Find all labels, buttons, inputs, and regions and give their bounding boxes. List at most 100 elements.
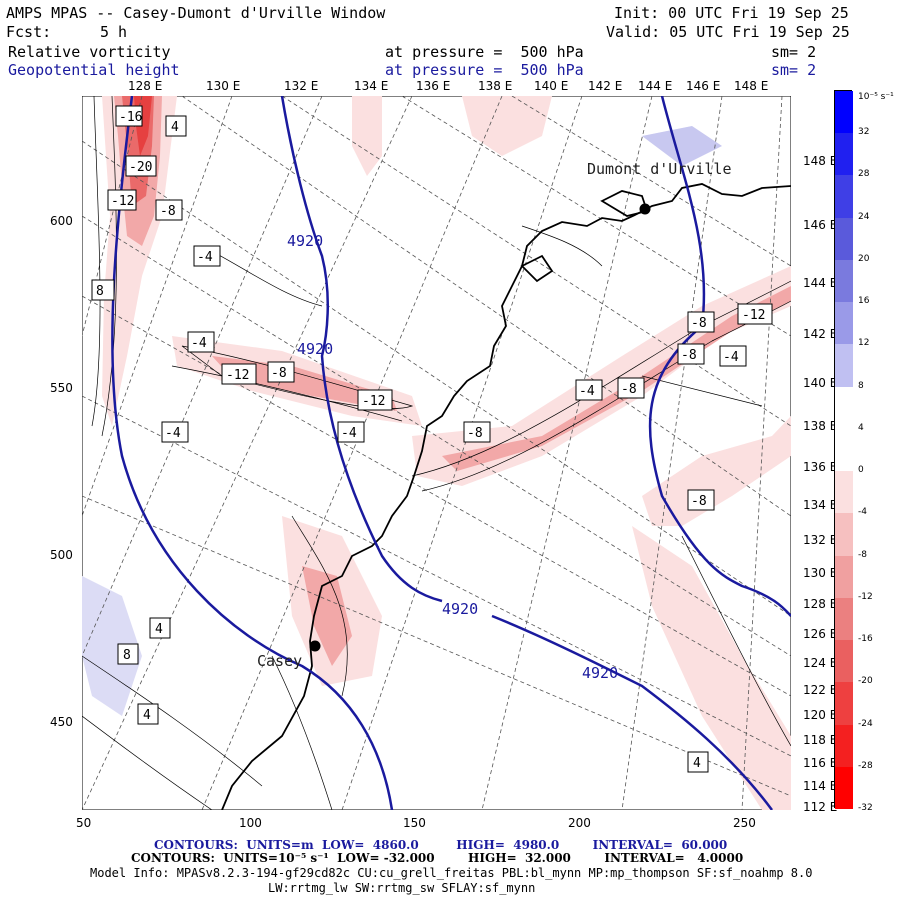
x-tick-label: 200 xyxy=(568,816,591,830)
svg-text:4: 4 xyxy=(693,756,701,771)
lon-label-top: 144 E xyxy=(638,79,673,93)
colorbar-swatch xyxy=(835,91,853,134)
colorbar-swatch xyxy=(835,133,853,176)
field2-level: at pressure = 500 hPa xyxy=(385,61,584,79)
map-title: AMPS MPAS -- Casey-Dumont d'Urville Wind… xyxy=(6,4,386,22)
vort-label: -8 xyxy=(155,199,183,221)
svg-text:-8: -8 xyxy=(691,494,707,509)
vort-label: 4 xyxy=(149,617,171,639)
field1-level: at pressure = 500 hPa xyxy=(385,43,584,61)
height-label: 4920 xyxy=(582,664,618,682)
colorbar-label: 12 xyxy=(858,338,870,349)
lon-label-right: 118 E xyxy=(803,733,838,747)
lon-label-right: 132 E xyxy=(803,533,838,547)
vorticity-contour-info: CONTOURS: UNITS=10⁻⁵ s⁻¹ LOW= -32.000 HI… xyxy=(131,851,744,865)
vort-label: -12 xyxy=(737,303,773,325)
lon-label-top: 138 E xyxy=(478,79,513,93)
y-tick-label: 450 xyxy=(50,715,73,729)
colorbar-label: -32 xyxy=(858,803,873,813)
valid-time: Valid: 05 UTC Fri 19 Sep 25 xyxy=(606,23,850,41)
vort-label: -16 xyxy=(115,105,143,127)
svg-text:-8: -8 xyxy=(681,348,697,363)
colorbar-label: 32 xyxy=(858,127,870,138)
colorbar-swatch xyxy=(835,471,853,514)
y-tick-label: 500 xyxy=(50,548,73,562)
lon-label-right: 134 E xyxy=(803,498,838,512)
lon-label-right: 114 E xyxy=(803,779,838,793)
height-label: 4920 xyxy=(297,340,333,358)
y-tick-label: 550 xyxy=(50,381,73,395)
svg-text:-4: -4 xyxy=(165,426,181,441)
svg-text:-8: -8 xyxy=(271,366,287,381)
lon-label-right: 142 E xyxy=(803,327,838,341)
vort-label: -4 xyxy=(187,331,215,353)
colorbar-swatch xyxy=(835,302,853,345)
colorbar-swatch xyxy=(835,766,853,810)
vort-label: 8 xyxy=(117,643,139,665)
vort-label: 8 xyxy=(91,279,115,301)
lon-label-right: 124 E xyxy=(803,656,838,670)
vort-label: -4 xyxy=(337,421,365,443)
vort-label: -8 xyxy=(687,489,715,511)
colorbar-swatch xyxy=(835,682,853,726)
lon-label-right: 140 E xyxy=(803,376,838,390)
lon-label-right: 116 E xyxy=(803,756,838,770)
colorbar-swatch xyxy=(835,344,853,388)
colorbar-label: 20 xyxy=(858,253,870,264)
svg-text:4: 4 xyxy=(143,708,151,723)
lon-label-right: 130 E xyxy=(803,566,838,580)
colorbar-label: -12 xyxy=(858,591,873,602)
lon-label-top: 128 E xyxy=(128,79,163,93)
y-tick-label: 600 xyxy=(50,214,73,228)
lon-label-top: 146 E xyxy=(686,79,721,93)
colorbar-swatch xyxy=(835,555,853,599)
lon-label-right: 120 E xyxy=(803,708,838,722)
colorbar-swatch xyxy=(835,217,853,261)
lon-label-top: 140 E xyxy=(534,79,569,93)
vorticity-shading xyxy=(82,96,791,810)
colorbar-swatch xyxy=(835,724,853,768)
lon-label-right: 138 E xyxy=(803,419,838,433)
field2-smoothing: sm= 2 xyxy=(771,61,817,79)
model-info: Model Info: MPASv8.2.3-194-gf29cd82c CU:… xyxy=(90,866,813,880)
field2-name: Geopotential height xyxy=(8,61,180,79)
lon-label-right: 122 E xyxy=(803,683,838,697)
colorbar-swatch xyxy=(835,386,853,430)
vort-label: 4 xyxy=(165,115,187,137)
forecast-hour: 5 h xyxy=(100,23,128,41)
vort-label: -12 xyxy=(357,389,393,411)
lon-label-top: 132 E xyxy=(284,79,319,93)
colorbar-label: 4 xyxy=(858,422,864,433)
svg-text:-12: -12 xyxy=(362,394,385,409)
lon-label-top: 134 E xyxy=(354,79,389,93)
vort-label: -12 xyxy=(221,363,257,385)
x-tick-label: 150 xyxy=(403,816,426,830)
model-physics-info: LW:rrtmg_lw SW:rrtmg_sw SFLAY:sf_mynn xyxy=(268,881,536,895)
x-tick-label: 50 xyxy=(76,816,92,830)
colorbar-label: -20 xyxy=(858,676,873,687)
field1-smoothing: sm= 2 xyxy=(771,43,817,61)
colorbar-label: -28 xyxy=(858,760,873,771)
vort-label: -12 xyxy=(107,189,137,211)
colorbar-swatch xyxy=(835,259,853,303)
colorbar-label: 8 xyxy=(858,380,864,391)
coastline xyxy=(221,183,791,810)
svg-text:-8: -8 xyxy=(691,316,707,331)
svg-text:-4: -4 xyxy=(341,426,357,441)
svg-text:8: 8 xyxy=(96,284,104,299)
height-contours xyxy=(111,96,791,810)
height-label: 4920 xyxy=(287,232,323,250)
lon-label-top: 148 E xyxy=(734,79,769,93)
colorbar-label: 24 xyxy=(858,211,870,222)
dumont-durville-marker xyxy=(639,203,651,215)
colorbar-label: -8 xyxy=(858,549,867,560)
lon-label-right: 112 E xyxy=(803,800,838,814)
lon-label-right: 126 E xyxy=(803,627,838,641)
colorbar xyxy=(834,90,853,810)
svg-text:-12: -12 xyxy=(226,368,249,383)
height-label: 4920 xyxy=(442,600,478,618)
colorbar-unit: 10⁻⁵ s⁻¹ xyxy=(858,92,894,102)
svg-text:-12: -12 xyxy=(111,194,134,209)
lon-label-right: 128 E xyxy=(803,597,838,611)
svg-text:-8: -8 xyxy=(467,426,483,441)
